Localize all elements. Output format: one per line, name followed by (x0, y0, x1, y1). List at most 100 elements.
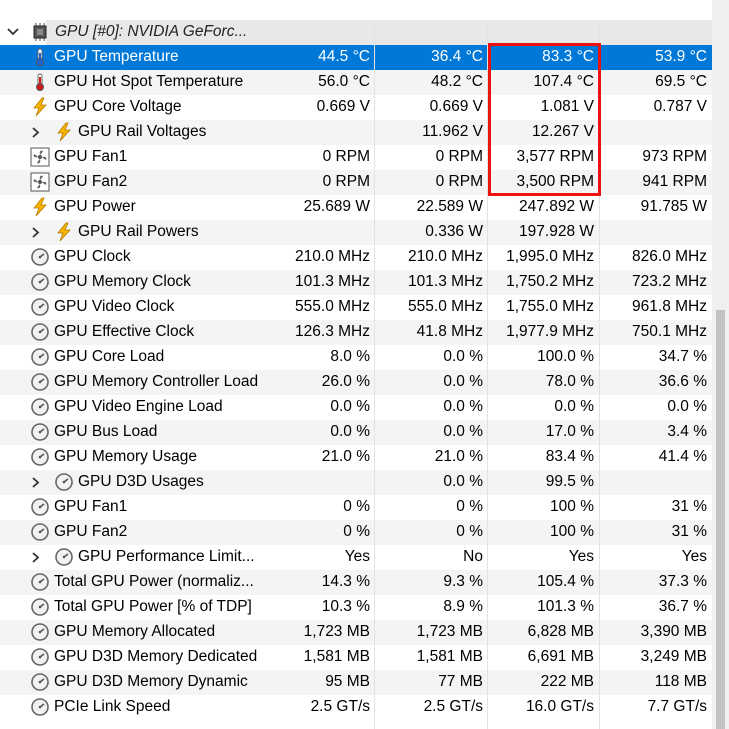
sensor-row-gpu-hot-spot-temperature[interactable]: GPU Hot Spot Temperature 56.0 °C 48.2 °C 10… (0, 70, 712, 95)
gauge-icon (30, 272, 50, 292)
sensor-label: GPU Power (54, 198, 136, 215)
sensor-label: GPU Core Load (54, 348, 165, 365)
current-value: 0 % (343, 523, 370, 540)
maximum-value: 197.928 W (519, 223, 594, 240)
gauge-icon (54, 547, 74, 567)
average-value: 53.9 °C (655, 48, 707, 65)
sensor-row-gpu-clock[interactable]: GPU Clock 210.0 MHz 210.0 MHz 1,995.0 MHz 82… (0, 245, 712, 270)
current-value: 14.3 % (321, 573, 370, 590)
sensor-label: GPU Rail Powers (78, 223, 199, 240)
average-value: 31 % (671, 498, 707, 515)
maximum-value: 1.081 V (540, 98, 594, 115)
current-value: 1,723 MB (303, 623, 370, 640)
sensor-row-gpu-bus-load[interactable]: GPU Bus Load 0.0 % 0.0 % 17.0 % 3.4 % (0, 420, 712, 445)
current-value: Yes (344, 548, 370, 565)
sensor-row-gpu-d3d-memory-dedicated[interactable]: GPU D3D Memory Dedicated 1,581 MB 1,581 MB… (0, 645, 712, 670)
sensor-row-gpu-core-voltage[interactable]: GPU Core Voltage 0.669 V 0.669 V 1.081 V 0.7… (0, 95, 712, 120)
sensor-row-gpu-power[interactable]: GPU Power 25.689 W 22.589 W 247.892 W 91.785… (0, 195, 712, 220)
vertical-scrollbar[interactable] (712, 0, 729, 729)
maximum-value: 83.4 % (545, 448, 594, 465)
sensor-row-total-gpu-power-normaliz[interactable]: Total GPU Power (normaliz... 14.3 % 9.3 % 1… (0, 570, 712, 595)
sensor-row-gpu-video-engine-load[interactable]: GPU Video Engine Load 0.0 % 0.0 % 0.0 % 0.0 … (0, 395, 712, 420)
sensor-label: GPU Bus Load (54, 423, 158, 440)
sensor-label: GPU Video Engine Load (54, 398, 223, 415)
current-value: 0.0 % (330, 398, 370, 415)
sensor-row-gpu-video-clock[interactable]: GPU Video Clock 555.0 MHz 555.0 MHz 1,755.0… (0, 295, 712, 320)
average-value: 37.3 % (658, 573, 707, 590)
scrollbar-thumb[interactable] (716, 310, 725, 729)
sensor-row-gpu-rail-powers[interactable]: GPU Rail Powers 0.336 W 197.928 W (0, 220, 712, 245)
minimum-value: 77 MB (438, 673, 483, 690)
sensor-row-gpu-core-load[interactable]: GPU Core Load 8.0 % 0.0 % 100.0 % 34.7 % (0, 345, 712, 370)
maximum-value: 1,995.0 MHz (506, 248, 594, 265)
maximum-value: 247.892 W (519, 198, 594, 215)
minimum-value: 101.3 MHz (408, 273, 483, 290)
sensor-row-gpu-fan2[interactable]: GPU Fan2 0 RPM 0 RPM 3,500 RPM 941 RPM (0, 170, 712, 195)
sensor-row-gpu-memory-controller-load[interactable]: GPU Memory Controller Load 26.0 % 0.0 % 78.… (0, 370, 712, 395)
average-value: 3.4 % (667, 423, 707, 440)
sensor-row-gpu-rail-voltages[interactable]: GPU Rail Voltages 11.962 V 12.267 V (0, 120, 712, 145)
sensor-label: GPU Clock (54, 248, 131, 265)
header-strip (0, 0, 712, 20)
average-value: 961.8 MHz (632, 298, 707, 315)
sensor-label: GPU D3D Memory Dynamic (54, 673, 248, 690)
minimum-value: 0.669 V (429, 98, 483, 115)
sensor-row-gpu-fan1[interactable]: GPU Fan1 0 % 0 % 100 % 31 % (0, 495, 712, 520)
sensor-row-gpu-fan1[interactable]: GPU Fan1 0 RPM 0 RPM 3,577 RPM 973 RPM (0, 145, 712, 170)
current-value: 44.5 °C (318, 48, 370, 65)
minimum-value: 9.3 % (443, 573, 483, 590)
maximum-value: 100 % (550, 498, 594, 515)
sensor-row-pcie-link-speed[interactable]: PCIe Link Speed 2.5 GT/s 2.5 GT/s 16.0 GT/s… (0, 695, 712, 720)
sensor-row-gpu-performance-limit[interactable]: GPU Performance Limit... Yes No Yes Yes (0, 545, 712, 570)
sensor-group-gpu[interactable]: GPU [#0]: NVIDIA GeForc... (0, 20, 712, 45)
minimum-value: 1,723 MB (416, 623, 483, 640)
lightning-icon (30, 197, 50, 217)
sensor-list: GPU Temperature 44.5 °C 36.4 °C 83.3 °C 53.9… (0, 45, 712, 720)
minimum-value: 22.589 W (416, 198, 483, 215)
sensor-row-gpu-memory-clock[interactable]: GPU Memory Clock 101.3 MHz 101.3 MHz 1,750.… (0, 270, 712, 295)
gauge-icon (30, 422, 50, 442)
sensor-label: GPU Performance Limit... (78, 548, 255, 565)
sensor-label: GPU Memory Clock (54, 273, 191, 290)
current-value: 8.0 % (330, 348, 370, 365)
maximum-value: Yes (568, 548, 594, 565)
average-value: 0.0 % (667, 398, 707, 415)
sensor-row-gpu-memory-usage[interactable]: GPU Memory Usage 21.0 % 21.0 % 83.4 % 41.4 % (0, 445, 712, 470)
sensor-label: GPU Rail Voltages (78, 123, 207, 140)
minimum-value: 0 RPM (435, 173, 483, 190)
current-value: 21.0 % (321, 448, 370, 465)
column-divider (374, 20, 375, 729)
sensor-row-gpu-temperature[interactable]: GPU Temperature 44.5 °C 36.4 °C 83.3 °C 53.9… (0, 45, 712, 70)
minimum-value: 0.336 W (425, 223, 483, 240)
gauge-icon (30, 572, 50, 592)
average-value: 0.787 V (653, 98, 707, 115)
sensor-row-gpu-memory-allocated[interactable]: GPU Memory Allocated 1,723 MB 1,723 MB 6,82… (0, 620, 712, 645)
current-value: 210.0 MHz (295, 248, 370, 265)
sensor-row-gpu-effective-clock[interactable]: GPU Effective Clock 126.3 MHz 41.8 MHz 1,97… (0, 320, 712, 345)
expand-chevron-icon[interactable] (30, 551, 42, 564)
sensor-label: GPU Fan1 (54, 148, 128, 165)
expand-chevron-icon[interactable] (30, 226, 42, 239)
gauge-icon (30, 622, 50, 642)
sensor-row-gpu-d3d-memory-dynamic[interactable]: GPU D3D Memory Dynamic 95 MB 77 MB 222 MB 11… (0, 670, 712, 695)
sensor-row-gpu-d3d-usages[interactable]: GPU D3D Usages 0.0 % 99.5 % (0, 470, 712, 495)
maximum-value: 6,828 MB (527, 623, 594, 640)
maximum-value: 17.0 % (545, 423, 594, 440)
average-value: 34.7 % (658, 348, 707, 365)
sensor-row-gpu-fan2[interactable]: GPU Fan2 0 % 0 % 100 % 31 % (0, 520, 712, 545)
minimum-value: 555.0 MHz (408, 298, 483, 315)
current-value: 1,581 MB (303, 648, 370, 665)
maximum-value: 1,750.2 MHz (506, 273, 594, 290)
expand-chevron-icon[interactable] (30, 476, 42, 489)
sensor-label: GPU Hot Spot Temperature (54, 73, 244, 90)
collapse-chevron-icon[interactable] (6, 25, 20, 39)
sensor-row-total-gpu-power-of-tdp[interactable]: Total GPU Power [% of TDP] 10.3 % 8.9 % 101… (0, 595, 712, 620)
average-value: 31 % (671, 523, 707, 540)
sensor-label: GPU Core Voltage (54, 98, 182, 115)
sensor-label: GPU Fan1 (54, 498, 128, 515)
expand-chevron-icon[interactable] (30, 126, 42, 139)
average-value: 118 MB (654, 673, 707, 690)
average-value: 41.4 % (658, 448, 707, 465)
minimum-value: 0.0 % (443, 398, 483, 415)
sensor-label: Total GPU Power [% of TDP] (54, 598, 252, 615)
